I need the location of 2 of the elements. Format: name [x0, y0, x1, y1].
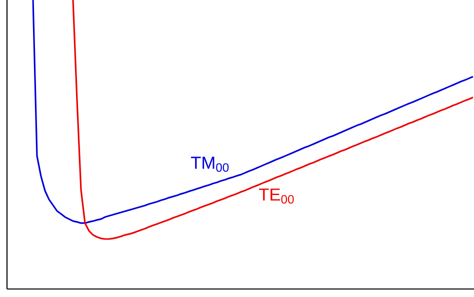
- series-label: TE$_{00}$: [259, 188, 294, 204]
- series-label: TM$_{00}$: [191, 156, 229, 172]
